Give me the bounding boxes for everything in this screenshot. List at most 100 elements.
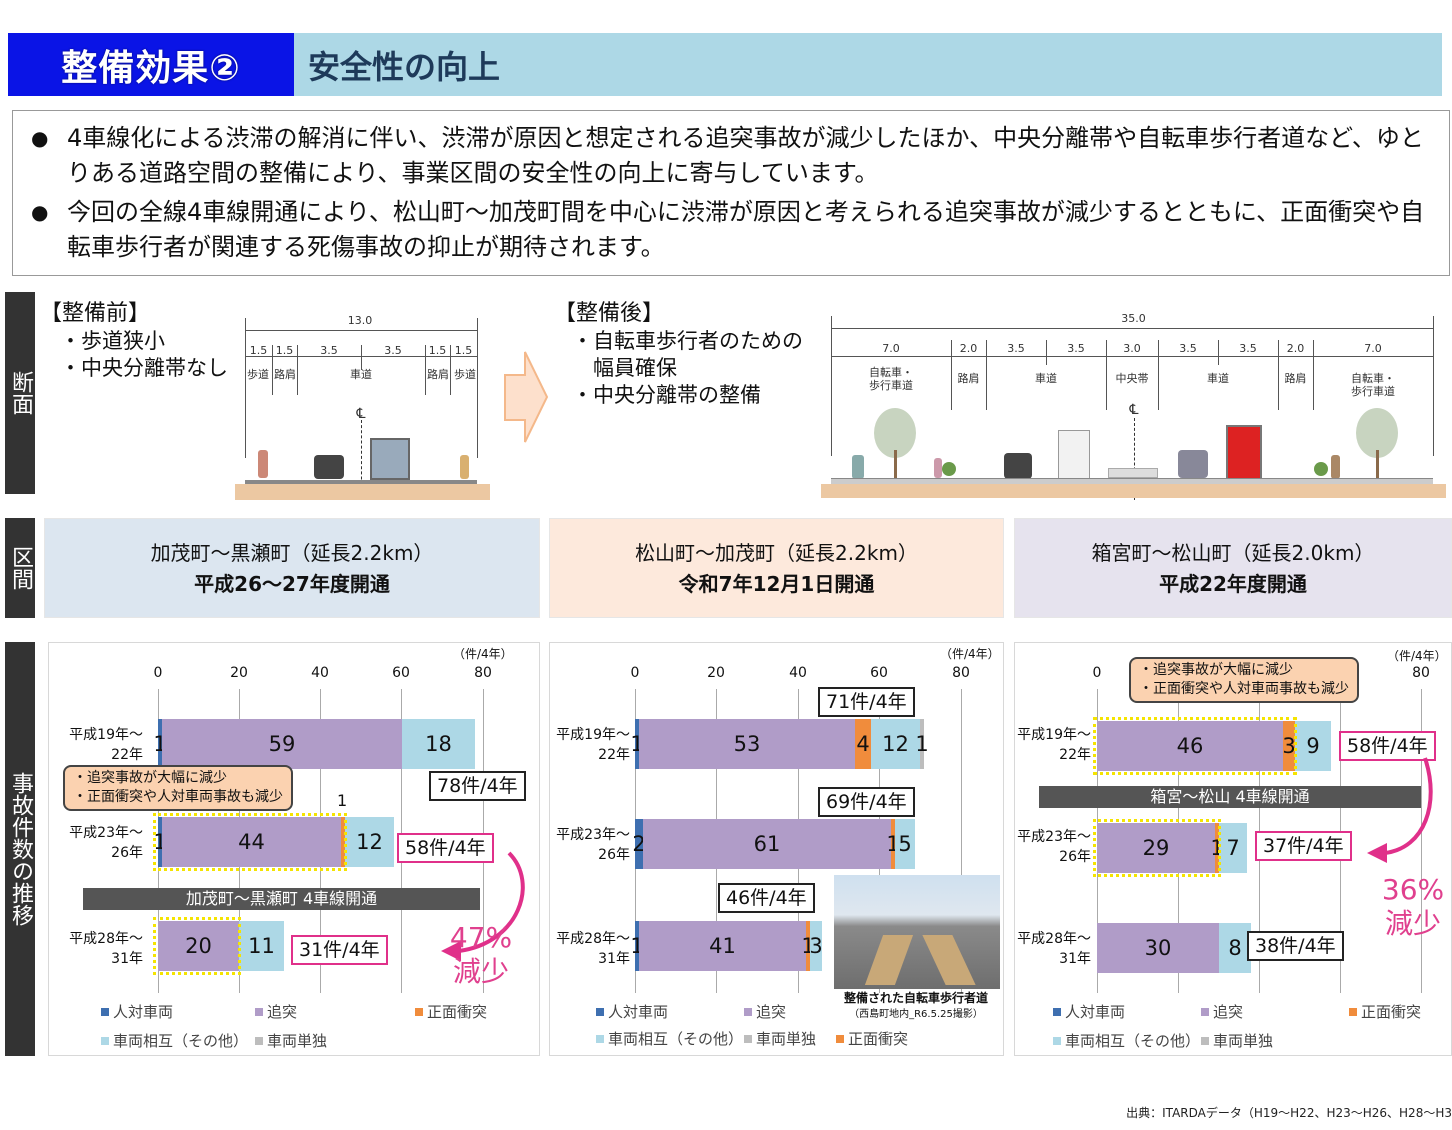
section-badge: 整備効果② xyxy=(8,33,294,96)
tree-icon xyxy=(1356,408,1398,458)
bar-row: 30 8 xyxy=(1097,923,1251,973)
axis-tick: 80 xyxy=(474,665,492,681)
pedestrian-icon xyxy=(258,450,268,478)
bar-segment-rear-end: 29 xyxy=(1097,823,1215,873)
car-icon xyxy=(1178,450,1208,478)
total-badge: 37件/4年 xyxy=(1255,831,1352,861)
section-route: 松山町～加茂町（延長2.2km） xyxy=(635,541,918,565)
bar-segment-vehicle-other: 5 xyxy=(895,819,915,869)
data-label: 1 xyxy=(337,791,348,810)
before-cross-section-diagram: 13.0 1.5 1.5 3.5 3.5 1.5 1.5 歩道 路肩 車道 路肩… xyxy=(235,310,500,500)
bar-row: 20 11 xyxy=(158,921,284,971)
bar-segment-rear-end: 59 xyxy=(162,719,402,769)
bar-segment-vehicle-other: 11 xyxy=(239,921,284,971)
bar-segment-person-vehicle: 2 xyxy=(632,819,646,869)
callout-box: ・追突事故が大幅に減少 ・正面衝突や人対車両事故も減少 xyxy=(63,765,293,811)
car-icon xyxy=(1004,453,1032,479)
legend-swatch xyxy=(596,1007,604,1016)
arrow-right-icon xyxy=(503,350,549,445)
legend-swatch xyxy=(1053,1036,1061,1045)
cross-section-label: 断面 xyxy=(5,292,35,494)
after-title: 【整備後】 xyxy=(554,301,665,326)
category-label: 平成28年～31年 xyxy=(556,931,630,967)
section-route: 加茂町～黒瀬町（延長2.2km） xyxy=(150,541,434,565)
bar-segment-head-on: 3 xyxy=(1282,721,1296,771)
bar-segment-single-vehicle: 1 xyxy=(915,719,929,769)
opening-banner: 箱宮～松山 4車線開通 xyxy=(1039,786,1421,808)
width-value: 3.5 xyxy=(320,344,338,357)
axis-tick: 40 xyxy=(311,665,329,681)
zone-label: 車道 xyxy=(350,368,372,381)
median xyxy=(1108,468,1158,478)
section-card-kamo-kurose: 加茂町～黒瀬町（延長2.2km） 平成26～27年度開通 xyxy=(44,518,540,618)
reduction-label: 36% 減少 xyxy=(1381,873,1445,940)
zone-label: 歩道 xyxy=(454,368,476,381)
section-opening: 令和7年12月1日開通 xyxy=(678,572,875,596)
category-label: 平成23年～26年 xyxy=(1017,829,1091,865)
section-opening: 平成22年度開通 xyxy=(1159,572,1307,596)
bullet-icon: ● xyxy=(31,126,49,150)
chart-panel-hakomiya-matsuyama: （件/4年） 0 80 ・追突事故が大幅に減少 ・正面衝突や人対車両事故も減少 … xyxy=(1014,642,1452,1056)
bar-segment-vehicle-other: 12 xyxy=(345,817,394,867)
legend-swatch xyxy=(836,1034,844,1043)
total-badge: 31件/4年 xyxy=(291,935,388,965)
axis-tick: 40 xyxy=(789,665,807,681)
shrub-icon xyxy=(942,462,956,476)
total-badge: 58件/4年 xyxy=(397,833,494,863)
total-badge: 78件/4年 xyxy=(429,771,526,801)
pedestrian-icon xyxy=(1331,455,1340,479)
axis-tick: 60 xyxy=(392,665,410,681)
summary-text: 今回の全線4車線開通により、松山町～加茂町間を中心に渋滞が原因と考えられる追突事… xyxy=(67,198,1425,261)
callout-box: ・追突事故が大幅に減少 ・正面衝突や人対車両事故も減少 xyxy=(1129,657,1359,703)
chart-panel-matsuyama-kamo: （件/4年） 0 20 40 60 80 71件/4年 平成19年～22年 1 … xyxy=(549,642,1004,1056)
source-note: 出典：ITARDAデータ（H19～H22、H23～H26、H28～H3 xyxy=(1126,1106,1452,1120)
bar-row: 1 41 1 3 xyxy=(630,921,823,971)
section-label: 区間 xyxy=(5,518,35,618)
bar-row: 1 53 4 12 1 xyxy=(630,719,929,769)
legend-swatch xyxy=(1053,1007,1061,1016)
summary-text: 4車線化による渋滞の解消に伴い、渋滞が原因と想定される追突事故が減少したほか、中… xyxy=(67,124,1424,187)
reduction-arrow-icon xyxy=(1367,757,1433,863)
summary-bullet: ● 今回の全線4車線開通により、松山町～加茂町間を中心に渋滞が原因と考えられる追… xyxy=(31,195,1435,265)
legend-swatch xyxy=(255,1007,263,1016)
shrub-icon xyxy=(1314,462,1328,476)
axis-tick: 0 xyxy=(1092,665,1102,681)
bar-segment-rear-end: 53 xyxy=(639,719,855,769)
axis-tick: 80 xyxy=(1412,665,1430,681)
after-description: 【整備後】 ・自転車歩行者のための 幅員確保 ・中央分離帯の整備 xyxy=(554,300,803,409)
axis-unit: （件/4年） xyxy=(940,647,1000,661)
width-value: 3.0 xyxy=(1123,342,1141,355)
chart-legend: 車両相互（その他） 車両単独 正面衝突 xyxy=(596,1028,996,1049)
category-label: 平成19年～22年 xyxy=(69,727,143,763)
width-value: 3.5 xyxy=(1179,342,1197,355)
before-item: ・中央分離帯なし xyxy=(60,356,228,380)
bar-row: 1 59 18 xyxy=(153,719,475,769)
bar-row: 29 1 7 xyxy=(1097,823,1247,873)
bar-segment-head-on xyxy=(341,817,345,867)
accidents-label: 事故件数の推移 xyxy=(5,642,35,1056)
ground xyxy=(235,484,490,500)
legend-swatch xyxy=(101,1007,109,1016)
category-label: 平成28年～31年 xyxy=(69,931,143,967)
truck-icon xyxy=(370,438,410,480)
zone-label: 中央帯 xyxy=(1115,372,1149,385)
total-badge: 38件/4年 xyxy=(1247,931,1344,961)
bar-segment-rear-end: 46 xyxy=(1097,721,1283,771)
axis-tick: 20 xyxy=(707,665,725,681)
chart-legend: 人対車両 追突 xyxy=(596,1001,836,1022)
truck-icon xyxy=(1058,430,1090,480)
width-value: 1.5 xyxy=(275,344,294,357)
bar-segment-vehicle-other: 12 xyxy=(871,719,920,769)
bus-icon xyxy=(1226,425,1262,480)
total-badge: 71件/4年 xyxy=(818,687,915,717)
after-item: ・自転車歩行者のための xyxy=(572,329,803,353)
before-title: 【整備前】 xyxy=(40,301,151,326)
pedestrian-icon xyxy=(460,455,469,479)
highlight-box xyxy=(1093,819,1221,877)
centerline-icon: ℄ xyxy=(1129,402,1139,418)
width-value: 1.5 xyxy=(428,344,447,357)
reduction-label: 47% 減少 xyxy=(449,921,513,988)
zone-label: 車道 xyxy=(1207,372,1229,385)
width-value: 2.0 xyxy=(1286,342,1305,355)
total-badge: 46件/4年 xyxy=(718,883,815,913)
